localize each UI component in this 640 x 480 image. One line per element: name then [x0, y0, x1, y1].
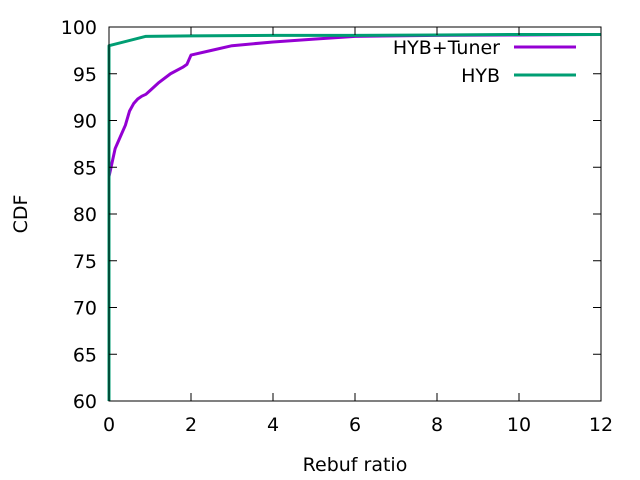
- plot-frame: [108, 26, 602, 402]
- legend-label: HYB: [461, 65, 500, 87]
- y-tick-label: 65: [73, 344, 97, 366]
- y-tick-label: 95: [73, 64, 97, 86]
- series-line-hyb: [107, 32, 601, 401]
- x-tick-label: 8: [431, 414, 443, 436]
- axis-ticks: [108, 26, 602, 402]
- series-line-hyb-tuner: [107, 32, 602, 177]
- y-tick-label: 80: [73, 204, 97, 226]
- x-tick-label: 4: [267, 414, 279, 436]
- x-tick-label: 6: [349, 414, 361, 436]
- x-axis-title: Rebuf ratio: [303, 454, 408, 476]
- y-tick-label: 90: [73, 111, 97, 133]
- legend: HYB+Tuner HYB: [393, 37, 576, 87]
- y-tick-label: 60: [73, 391, 97, 413]
- plot-marks: [107, 32, 602, 401]
- y-tick-label: 70: [73, 298, 97, 320]
- y-tick-label: 85: [73, 157, 97, 179]
- x-tick-label: 10: [507, 414, 531, 436]
- y-tick-label: 100: [61, 17, 97, 39]
- y-axis-title: CDF: [10, 195, 32, 234]
- axis-tick-labels: 0 2 4 6 8 10 12 60 65 70 75 80 85 90 95 100: [61, 17, 613, 436]
- legend-label: HYB+Tuner: [393, 37, 500, 59]
- y-tick-label: 75: [73, 251, 97, 273]
- x-tick-label: 0: [103, 414, 115, 436]
- x-tick-label: 2: [185, 414, 197, 436]
- x-tick-label: 12: [589, 414, 613, 436]
